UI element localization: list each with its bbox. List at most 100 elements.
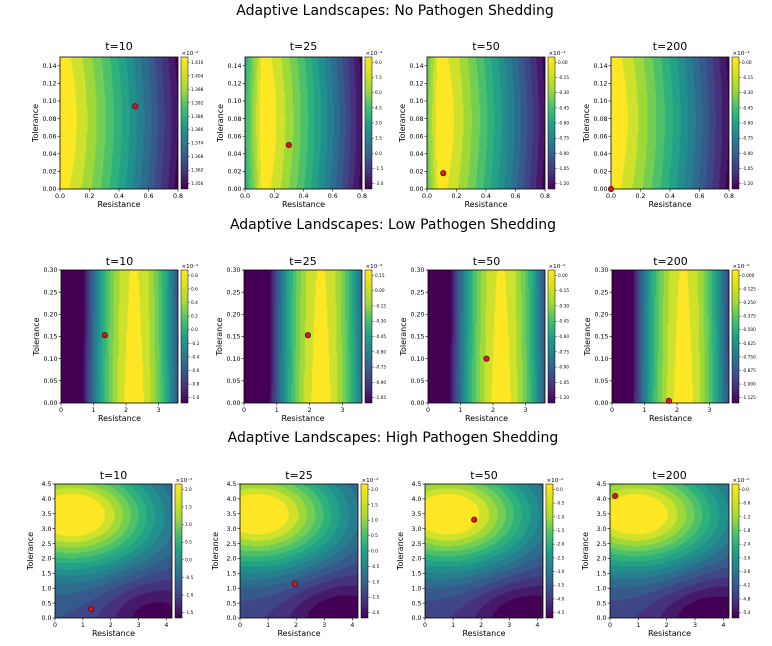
x-tick-label: 1	[636, 622, 640, 629]
y-axis-label: Tolerance	[32, 317, 41, 356]
y-tick-label: 0.08	[593, 116, 607, 123]
x-tick-label: 4	[164, 622, 168, 629]
panel-title: t=10	[100, 469, 128, 482]
panel-low-t50: t=50 0 1 2 3 0.00 0.05 0.10 0.15 0.20 0.25 0.30 Resi…	[399, 255, 569, 423]
population-point	[665, 397, 672, 404]
colorbar-tick-label: -3.5	[556, 583, 565, 589]
colorbar	[364, 56, 373, 190]
colorbar-tick-label: 1.362	[191, 168, 204, 174]
y-tick-label: 4.5	[226, 481, 236, 488]
y-tick-label: 0.25	[594, 289, 608, 296]
y-tick-label: 0.10	[409, 98, 423, 105]
y-tick-label: 0.00	[594, 400, 608, 407]
y-tick-label: 0.02	[593, 169, 607, 176]
colorbar-tick-label: 0.0	[742, 487, 749, 493]
panel-title: t=10	[106, 255, 134, 268]
panel-title: t=50	[470, 469, 498, 482]
panel-no-t50: t=50 0.0 0.2 0.4 0.6 0.8 0.00 0.02 0.04 0.06 0.08 0…	[398, 40, 569, 209]
y-tick-label: 0.15	[410, 334, 424, 341]
y-tick-label: 3.5	[411, 511, 421, 518]
y-tick-label: 1.0	[226, 585, 236, 592]
colorbar-tick-label: 2.0	[185, 487, 192, 493]
panel-title: t=50	[473, 255, 501, 268]
colorbar-tick-label: -1.05	[742, 166, 753, 172]
y-tick-label: 1.0	[411, 585, 421, 592]
y-tick-label: 0.10	[410, 356, 424, 363]
y-tick-label: 1.5	[411, 571, 421, 578]
colorbar-tick-label: -1.05	[558, 166, 569, 172]
y-tick-label: 0.12	[409, 81, 423, 88]
x-tick-label: 0.0	[606, 193, 616, 200]
colorbar-tick-label: 1.5	[185, 504, 192, 510]
panel-high-t25: t=25 0 1 2 3 4 0.0 0.5 1.0 1.5 2.0 2.5 3.0 3.5 4.0 4.5 R…	[211, 469, 380, 638]
x-tick-label: 2	[294, 622, 298, 629]
colorbar-tick-label: -1.20	[558, 181, 569, 187]
x-tick-label: 0	[610, 407, 614, 414]
y-tick-label: 0.02	[227, 169, 241, 176]
y-tick-label: 0.15	[226, 334, 240, 341]
heatmap-image	[428, 270, 545, 403]
colorbar-tick-label: 0.000	[742, 273, 755, 279]
colorbar-tick-label: 1.386	[191, 114, 204, 120]
y-tick-label: 0.14	[593, 63, 607, 70]
colorbar-tick-label: -4.5	[556, 610, 565, 616]
y-tick-label: 0.25	[226, 289, 240, 296]
population-point	[471, 516, 478, 523]
colorbar-tick-label: -2.0	[556, 542, 565, 548]
y-tick-label: 0.10	[43, 356, 57, 363]
panel-title: t=50	[472, 40, 500, 53]
y-tick-label: 3.5	[226, 511, 236, 518]
colorbar-tick-label: -1.8	[742, 528, 751, 534]
colorbar-tick-label: -3.0	[742, 555, 751, 561]
x-tick-label: 0	[426, 407, 430, 414]
colorbar	[731, 269, 740, 404]
colorbar-tick-label: -0.90	[558, 365, 569, 371]
heatmap-image	[245, 57, 362, 189]
colorbar-tick-label: 1.0	[185, 522, 192, 528]
x-axis-label: Resistance	[98, 414, 141, 423]
y-tick-label: 0.02	[409, 169, 423, 176]
y-tick-label: 2.0	[226, 556, 236, 563]
x-tick-label: 2	[308, 407, 312, 414]
heatmap-image	[610, 484, 729, 618]
population-point	[440, 170, 447, 177]
x-tick-label: 1	[451, 622, 455, 629]
x-tick-label: 2	[479, 622, 483, 629]
colorbar-tick-label: -0.8	[191, 382, 200, 388]
colorbar-tick-label: 0.0	[191, 327, 198, 333]
colorbar-tick-label: 0.00	[375, 288, 385, 294]
colorbar-tick-label: 6.0	[375, 90, 382, 96]
colorbar-tick-label: 0.00	[558, 273, 568, 279]
colorbar-tick-label: -0.75	[742, 136, 753, 142]
y-tick-label: 2.5	[41, 541, 51, 548]
colorbar-tick-label: -0.90	[375, 380, 386, 386]
colorbar-tick-label: 0.8	[191, 273, 198, 279]
y-axis-label: Tolerance	[582, 104, 591, 143]
y-tick-label: 0.06	[42, 133, 56, 140]
colorbar-tick-label: -0.15	[558, 75, 569, 81]
colorbar-tick-label: -2.5	[556, 555, 565, 561]
panel-high-t200: t=200 0 1 2 3 4 0.0 0.5 1.0 1.5 2.0 2.5 3.0 3.5 4.0 4.5…	[581, 469, 751, 638]
y-tick-label: 2.5	[411, 541, 421, 548]
colorbar-tick-label: -0.60	[375, 349, 386, 355]
colorbar	[547, 269, 556, 404]
y-axis-label: Tolerance	[396, 532, 405, 571]
colorbar-tick-label: -0.30	[558, 90, 569, 96]
colorbar-tick-label: 0.00	[742, 60, 752, 66]
colorbar-tick-label: 1.374	[191, 141, 204, 147]
x-tick-label: 0.4	[298, 193, 308, 200]
x-tick-label: 0	[608, 622, 612, 629]
colorbar-tick-label: 1.404	[191, 73, 204, 79]
panel-no-t25: t=25 0.0 0.2 0.4 0.6 0.8 0.00 0.02 0.04 0.06 0.08 0…	[216, 40, 384, 209]
x-tick-label: 3	[322, 622, 326, 629]
colorbar-scale-label: ×10⁻³	[733, 50, 750, 57]
y-tick-label: 2.5	[596, 541, 606, 548]
y-tick-label: 1.0	[41, 585, 51, 592]
y-axis-label: Tolerance	[215, 317, 224, 356]
colorbar-tick-label: 0.0	[371, 549, 378, 555]
panel-low-t200: t=200 0 1 2 3 0.00 0.05 0.10 0.15 0.20 0.25 0.30 Res…	[583, 255, 756, 423]
colorbar-scale-label: ×10⁻²	[549, 263, 566, 270]
y-tick-label: 0.20	[594, 312, 608, 319]
y-tick-label: 4.5	[41, 481, 51, 488]
x-tick-label: 0.2	[84, 193, 94, 200]
